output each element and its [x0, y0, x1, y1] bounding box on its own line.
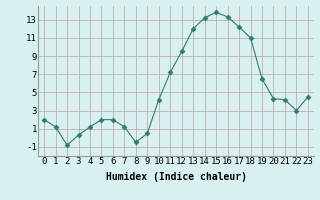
X-axis label: Humidex (Indice chaleur): Humidex (Indice chaleur) — [106, 172, 246, 182]
